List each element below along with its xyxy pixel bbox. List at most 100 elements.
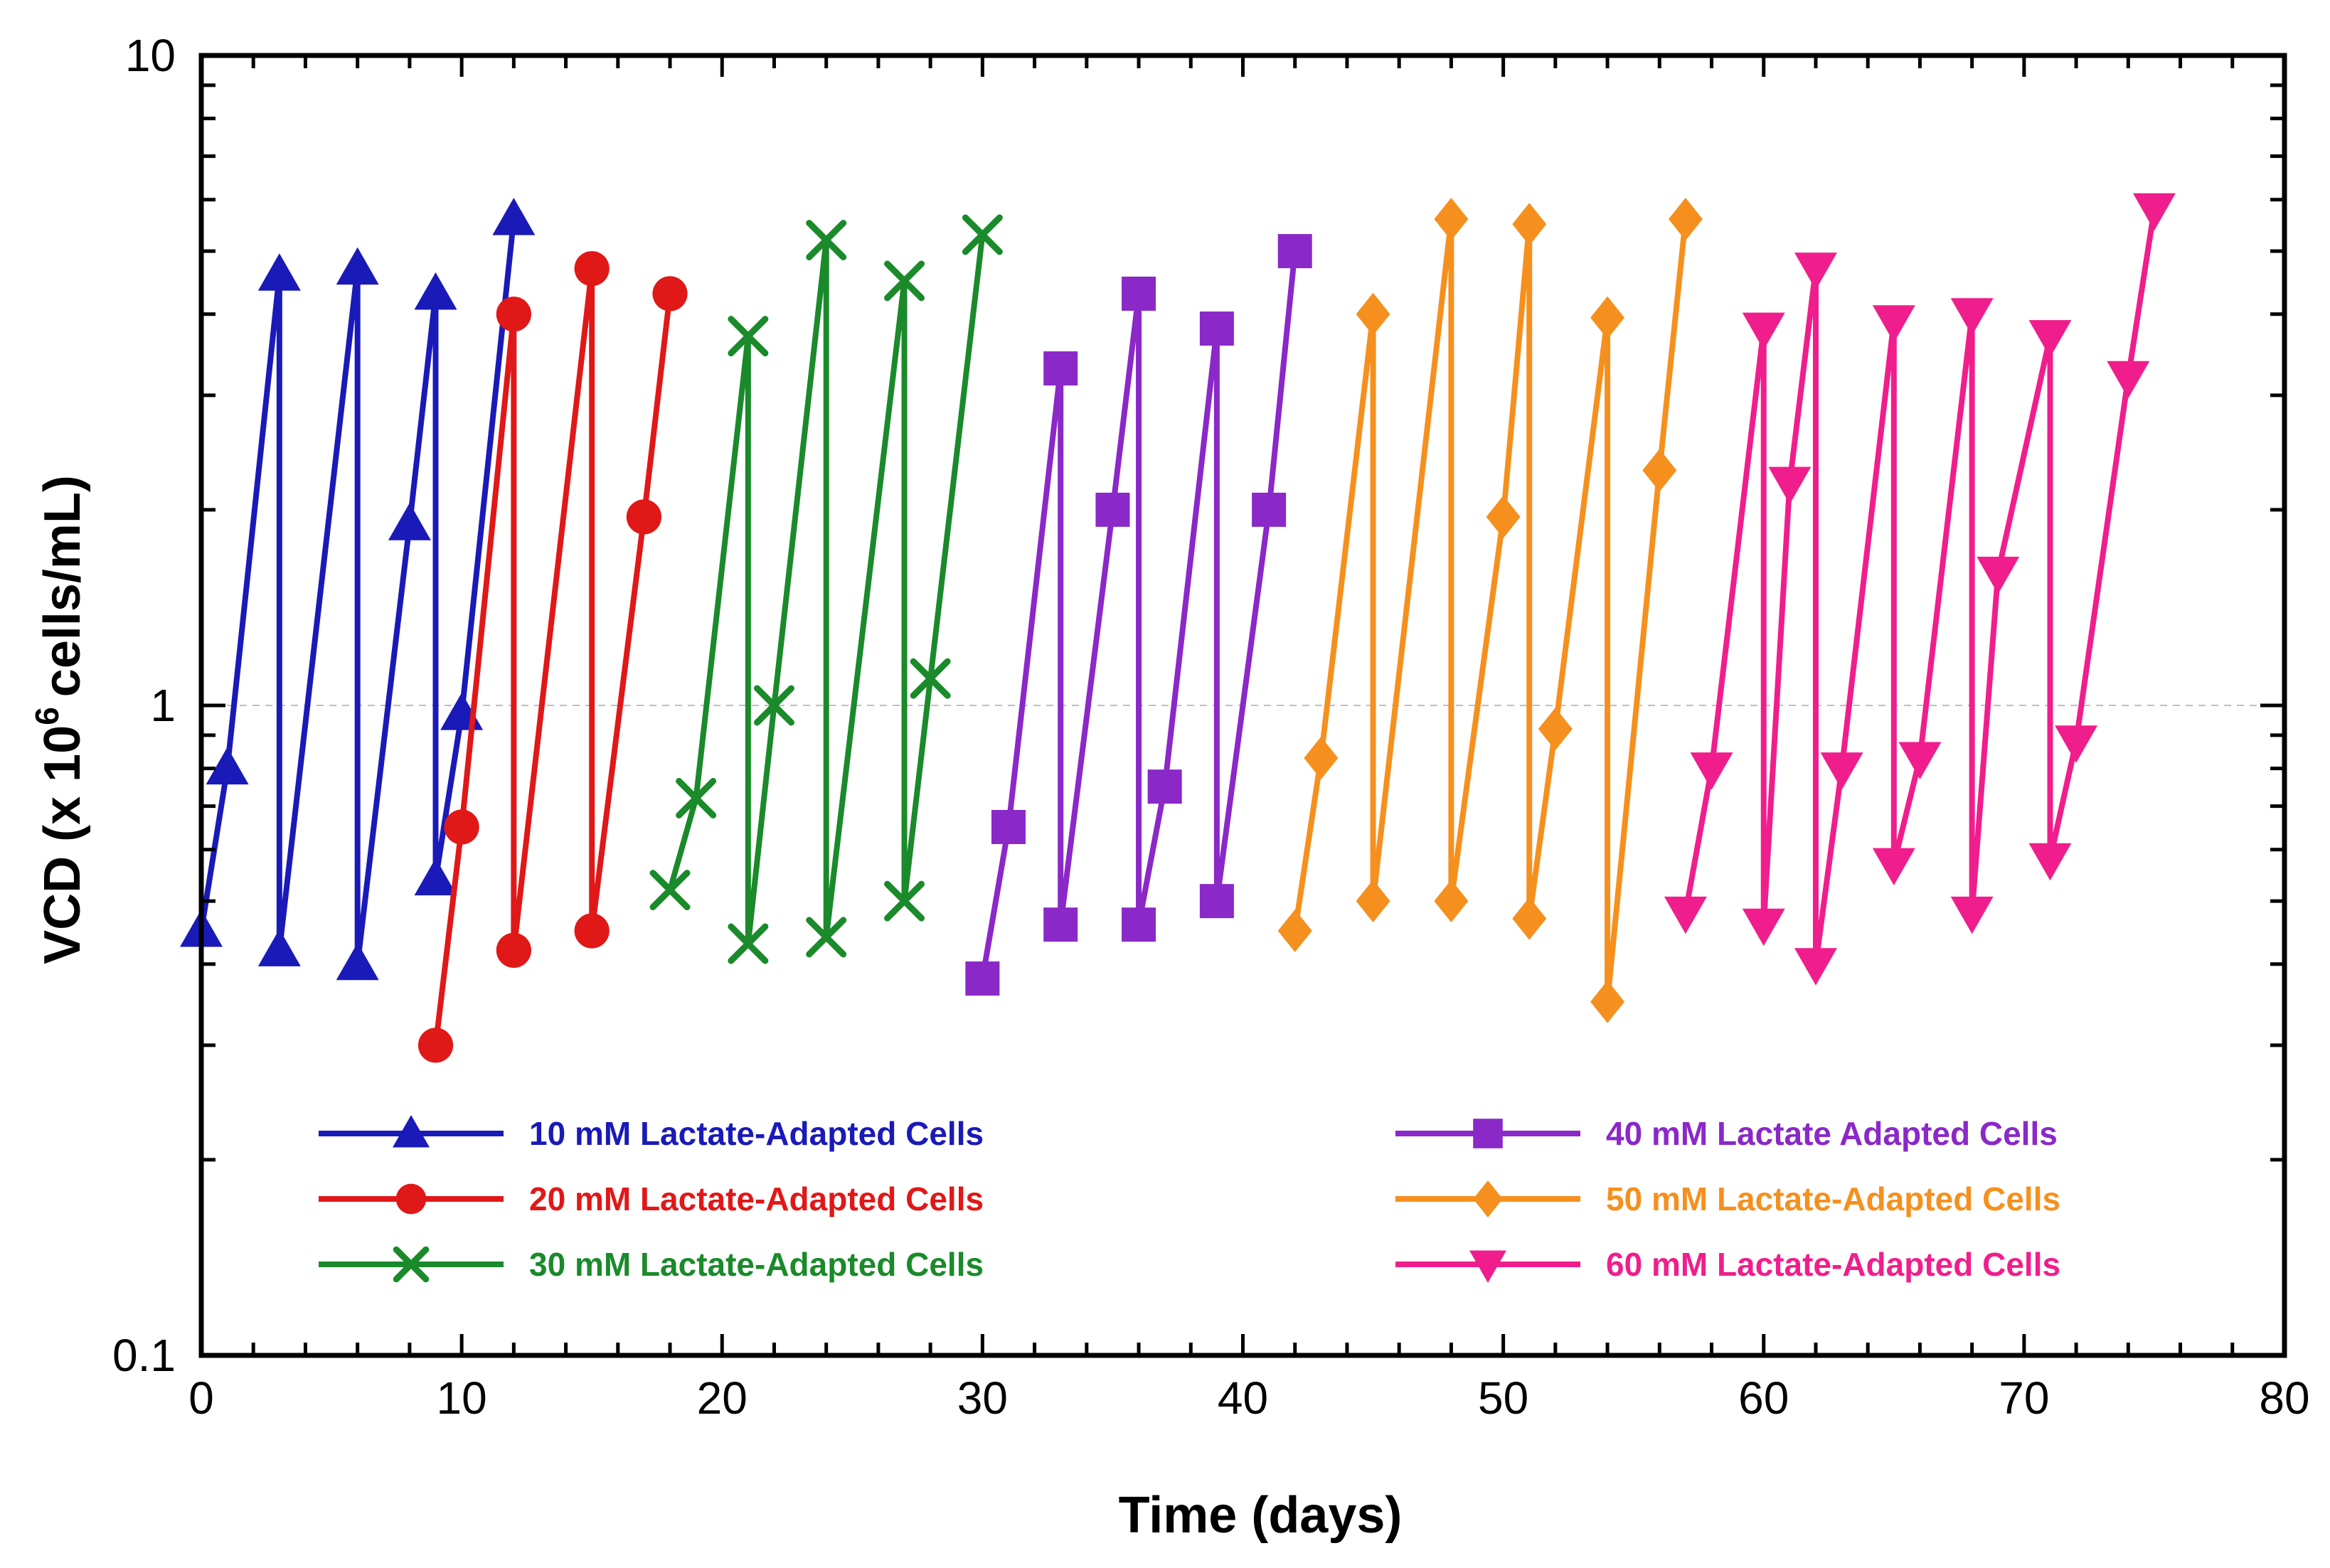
series-2-point bbox=[496, 297, 531, 332]
legend-marker bbox=[393, 1115, 430, 1148]
series-6-point bbox=[1950, 896, 1994, 934]
series-3-point bbox=[884, 260, 925, 302]
legend-marker bbox=[1473, 1119, 1503, 1148]
series-6-point bbox=[1664, 896, 1707, 934]
labels-layer: Time (days) VCD (x 106 cells/mL) bbox=[28, 475, 1402, 1544]
series-6-point bbox=[1742, 908, 1785, 946]
series-4-point bbox=[965, 961, 1000, 996]
series-2-point bbox=[574, 913, 610, 949]
series-5-point bbox=[1512, 203, 1547, 246]
series-1-line bbox=[198, 218, 517, 967]
y-tick-label: 10 bbox=[125, 30, 176, 81]
series-1-point bbox=[257, 929, 301, 966]
series-5-point bbox=[1434, 198, 1469, 241]
series-1-point bbox=[414, 858, 457, 896]
x-tick-label: 60 bbox=[1738, 1372, 1789, 1424]
series-6-point bbox=[1977, 556, 2020, 594]
series-2-point bbox=[574, 251, 610, 287]
series-3-line bbox=[667, 234, 986, 947]
x-tick-label: 80 bbox=[2259, 1372, 2309, 1424]
series-2 bbox=[417, 251, 688, 1063]
series-6-point bbox=[1794, 252, 1837, 290]
legend-label: 50 mM Lactate-Adapted Cells bbox=[1606, 1180, 2060, 1217]
series-5-point bbox=[1512, 897, 1547, 940]
series-6-point bbox=[1742, 312, 1785, 351]
series-2-point bbox=[652, 276, 688, 311]
series-6-point bbox=[1820, 752, 1863, 790]
series-5-point bbox=[1304, 736, 1339, 779]
legend-marker bbox=[1469, 1250, 1506, 1283]
legend-layer: 10 mM Lactate-Adapted Cells 20 mM Lactate… bbox=[319, 1115, 2060, 1283]
series-4-point bbox=[1122, 907, 1156, 942]
series-6-point bbox=[1872, 848, 1915, 886]
legend-entry-6: 60 mM Lactate-Adapted Cells bbox=[1395, 1246, 2060, 1283]
series-3-point bbox=[753, 685, 794, 726]
series-3-point bbox=[884, 880, 925, 922]
series-6-point bbox=[1794, 948, 1837, 986]
legend-entry-3: 30 mM Lactate-Adapted Cells bbox=[319, 1246, 984, 1283]
series-2-point bbox=[444, 809, 479, 845]
series-5-point bbox=[1434, 880, 1469, 923]
series-1-point bbox=[336, 942, 379, 981]
series-4-point bbox=[1252, 492, 1287, 527]
y-axis-title-suffix: cells/mL) bbox=[34, 475, 91, 697]
legend-entry-1: 10 mM Lactate-Adapted Cells bbox=[319, 1115, 984, 1152]
series-4-point bbox=[1199, 884, 1234, 919]
y-axis-title: VCD (x 106 cells/mL) bbox=[28, 475, 91, 964]
series-6-point bbox=[1690, 752, 1733, 790]
series-5-point bbox=[1486, 495, 1521, 538]
series-1-point bbox=[414, 272, 457, 310]
series-3 bbox=[649, 214, 1003, 964]
series-1-point bbox=[492, 198, 536, 235]
series-5-line bbox=[1292, 216, 1688, 1005]
legend-label: 40 mM Lactate Adapted Cells bbox=[1606, 1115, 2058, 1152]
legend-marker bbox=[395, 1183, 427, 1215]
legend-entry-5: 50 mM Lactate-Adapted Cells bbox=[1395, 1180, 2060, 1217]
series-4-line bbox=[979, 250, 1298, 979]
series-5-point bbox=[1277, 909, 1312, 952]
legend-entry-2: 20 mM Lactate-Adapted Cells bbox=[319, 1180, 984, 1217]
x-tick-label: 0 bbox=[188, 1372, 214, 1424]
y-tick-label: 0.1 bbox=[112, 1330, 176, 1381]
ticks-layer: 0 10 20 30 40 50 60 70 80 0.1 1 10 bbox=[112, 30, 2310, 1424]
series-6-point bbox=[2028, 843, 2072, 881]
series-6-point bbox=[1898, 742, 1942, 779]
series-5-point bbox=[1642, 449, 1677, 492]
x-tick-label: 50 bbox=[1478, 1372, 1528, 1424]
series-5-point bbox=[1590, 296, 1625, 339]
series-4-point bbox=[1043, 907, 1078, 942]
x-tick-label: 10 bbox=[437, 1372, 487, 1424]
legend-label: 10 mM Lactate-Adapted Cells bbox=[529, 1115, 984, 1152]
legend-label: 20 mM Lactate-Adapted Cells bbox=[529, 1180, 984, 1217]
series-2-point bbox=[417, 1028, 454, 1063]
series-3-point bbox=[676, 777, 717, 818]
series-1 bbox=[180, 198, 536, 981]
series-2-point bbox=[496, 932, 531, 968]
series-5-point bbox=[1668, 198, 1703, 241]
y-axis-title-prefix: VCD (x 10 bbox=[34, 725, 91, 964]
series-3-point bbox=[728, 923, 769, 964]
series-3-point bbox=[649, 870, 691, 911]
series-3-point bbox=[962, 214, 1003, 255]
series-5 bbox=[1277, 198, 1703, 1023]
series-6-point bbox=[1768, 466, 1812, 505]
series-4-point bbox=[1147, 769, 1182, 804]
series-6-point bbox=[2107, 361, 2150, 399]
series-1-point bbox=[336, 247, 379, 285]
legend-marker bbox=[1473, 1180, 1503, 1217]
series-3-point bbox=[806, 917, 847, 958]
series-2-line bbox=[432, 265, 673, 1046]
series-4-point bbox=[1043, 351, 1078, 386]
series-5-point bbox=[1590, 980, 1625, 1023]
series-3-point bbox=[806, 220, 847, 261]
series-4-point bbox=[1095, 492, 1130, 527]
legend-entry-4: 40 mM Lactate Adapted Cells bbox=[1395, 1115, 2058, 1152]
series-1-point bbox=[257, 253, 301, 291]
series-4-point bbox=[1277, 234, 1312, 269]
series-6-point bbox=[2055, 725, 2098, 763]
x-tick-label: 70 bbox=[1999, 1372, 2049, 1424]
series-6-point bbox=[1872, 305, 1915, 343]
series-4 bbox=[965, 234, 1312, 996]
legend-marker bbox=[393, 1246, 430, 1283]
